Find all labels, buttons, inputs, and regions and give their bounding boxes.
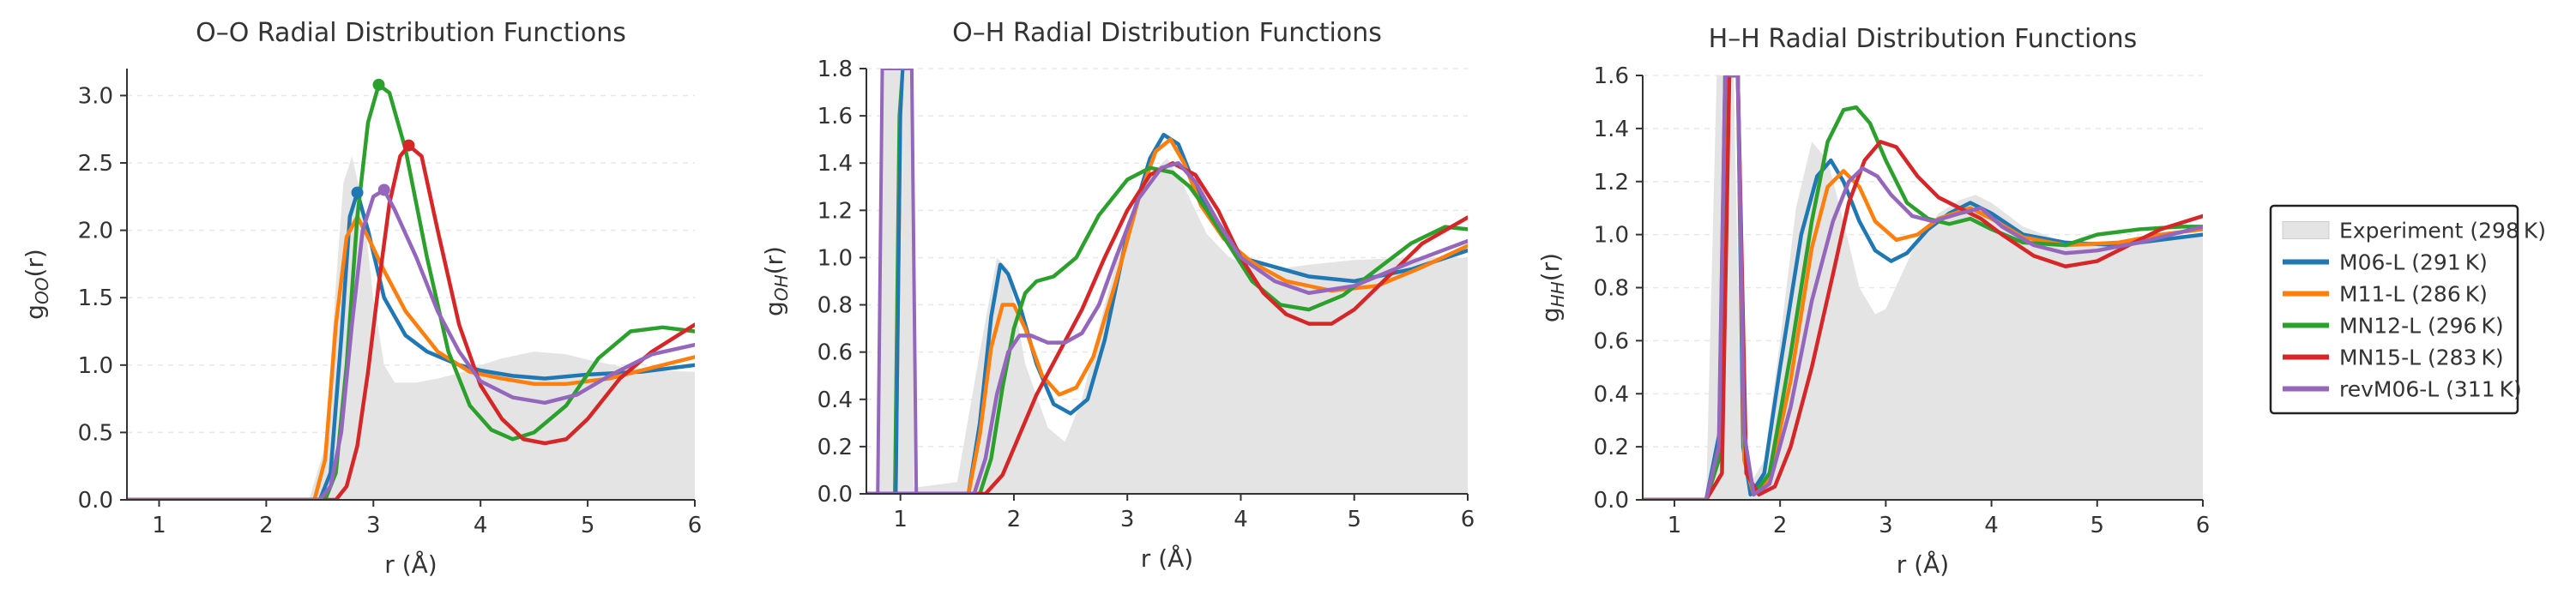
x-tick-label: 3	[1879, 513, 1893, 538]
legend-entry-mn15-l: MN15-L (283 K)	[2283, 346, 2504, 370]
y-axis-label: gHH(r)	[1536, 253, 1568, 322]
y-tick-label: 0.6	[1594, 328, 1629, 354]
y-tick-label: 2.5	[78, 151, 113, 177]
legend-label: M11-L (286 K)	[2339, 282, 2488, 307]
plot-area	[866, 69, 1468, 494]
x-tick-label: 2	[1773, 513, 1788, 538]
x-tick-label: 6	[2196, 513, 2211, 538]
y-tick-label: 1.4	[817, 151, 853, 177]
panel-0: 1 2 3 4 5 6 0.0 0.5 1.0 1.5 2.0 2.5 3.0 O–O Radial Di…	[21, 18, 702, 579]
legend-label: MN15-L (283 K)	[2339, 346, 2504, 370]
y-tick-label: 0.4	[1594, 382, 1629, 407]
y-tick-label: 0.8	[1594, 276, 1629, 302]
y-axis-label: gOO(r)	[21, 249, 52, 320]
series-line-revm06-l	[866, 160, 1468, 494]
y-tick-label: 0.2	[817, 435, 853, 460]
panels: 1 2 3 4 5 6 0.0 0.5 1.0 1.5 2.0 2.5 3.0 O–O Radial Di…	[21, 18, 2210, 579]
x-tick-label: 3	[366, 513, 381, 538]
y-tick-label: 0.8	[817, 293, 853, 319]
y-tick-label: 0.0	[78, 488, 113, 514]
x-tick-label: 6	[1461, 507, 1475, 532]
y-tick-label: 3.0	[78, 83, 113, 109]
series-line-mn15-l	[127, 143, 695, 500]
x-axis-label: r (Å)	[1141, 544, 1193, 573]
legend-entry-mn12-l: MN12-L (296 K)	[2283, 314, 2504, 339]
x-tick-label: 5	[2090, 513, 2105, 538]
x-tick-label: 1	[1668, 513, 1682, 538]
legend-entry-m11-l: M11-L (286 K)	[2283, 282, 2488, 307]
legend-frame	[2269, 204, 2519, 415]
legend-swatch	[2282, 221, 2330, 239]
spike-revm06-l	[866, 69, 924, 494]
x-tick-label: 6	[688, 513, 703, 538]
peak-marker-mn12-l	[372, 78, 385, 91]
y-tick-label: 0.5	[78, 420, 113, 446]
y-axis-label: gOH(r)	[760, 246, 792, 316]
y-tick-label: 0.4	[817, 388, 853, 413]
y-tick-label: 1.4	[1594, 117, 1629, 142]
panel-title: H–H Radial Distribution Functions	[1709, 24, 2138, 54]
panel-title: O–O Radial Distribution Functions	[196, 18, 626, 48]
y-tick-label: 1.6	[1594, 63, 1629, 89]
x-tick-label: 5	[1347, 507, 1361, 532]
plot-area	[127, 82, 695, 500]
series-line-m06-l	[127, 190, 695, 500]
peak-marker-mn15-l	[402, 139, 415, 152]
panel-title: O–H Radial Distribution Functions	[952, 18, 1382, 48]
series-line-revm06-l	[127, 188, 695, 500]
y-tick-label: 1.2	[1594, 170, 1629, 195]
legend-label: M06-L (291 K)	[2339, 250, 2488, 275]
series-line-revm06-l	[1643, 75, 2203, 500]
y-tick-label: 1.0	[1594, 223, 1629, 249]
panel-1: 1 2 3 4 5 6 0.0 0.2 0.4 0.6 0.8 1.0 1.2 1.4 1.6 1.8 O–H …	[760, 18, 1475, 573]
series-line-m11-l	[866, 137, 1468, 494]
panel-2: 1 2 3 4 5 6 0.0 0.2 0.4 0.6 0.8 1.0 1.2 1.4 1.6 H–H Rad…	[1536, 24, 2210, 579]
legend-label: MN12-L (296 K)	[2339, 314, 2504, 339]
x-axis-label: r (Å)	[384, 550, 437, 579]
x-tick-label: 1	[893, 507, 908, 532]
legend-label: Experiment (298 K)	[2339, 219, 2546, 243]
x-tick-label: 2	[259, 513, 274, 538]
y-tick-label: 1.8	[817, 57, 853, 82]
legend: Experiment (298 K) M06-L (291 K) M11-L (28…	[2269, 204, 2546, 415]
x-tick-label: 2	[1007, 507, 1022, 532]
x-tick-label: 3	[1120, 507, 1135, 532]
y-tick-label: 0.0	[817, 482, 853, 508]
legend-entry-experiment: Experiment (298 K)	[2282, 219, 2546, 243]
x-tick-label: 4	[1984, 513, 1999, 538]
y-tick-label: 1.0	[817, 245, 853, 271]
y-tick-label: 1.5	[78, 285, 113, 311]
y-tick-label: 1.0	[78, 353, 113, 379]
y-tick-label: 1.2	[817, 198, 853, 224]
y-tick-label: 1.6	[817, 104, 853, 129]
y-tick-label: 0.0	[1594, 488, 1629, 514]
x-axis-label: r (Å)	[1897, 550, 1949, 579]
experiment-area	[127, 156, 695, 500]
series-line-mn12-l	[127, 82, 695, 500]
spike-m06-l	[866, 69, 905, 494]
legend-entry-m06-l: M06-L (291 K)	[2283, 250, 2488, 275]
legend-label: revM06-L (311 K)	[2339, 377, 2522, 402]
legend-entry-revm06-l: revM06-L (311 K)	[2283, 377, 2522, 402]
plot-area	[1643, 75, 2203, 500]
y-tick-label: 0.6	[817, 340, 853, 366]
y-tick-label: 0.2	[1594, 435, 1629, 460]
x-tick-label: 4	[474, 513, 488, 538]
x-tick-label: 5	[581, 513, 595, 538]
peak-marker-revm06-l	[377, 183, 390, 196]
x-tick-label: 1	[152, 513, 166, 538]
experiment-area	[866, 158, 1468, 494]
peak-marker-m06-l	[351, 186, 364, 199]
y-tick-label: 2.0	[78, 219, 113, 244]
x-tick-label: 4	[1234, 507, 1248, 532]
